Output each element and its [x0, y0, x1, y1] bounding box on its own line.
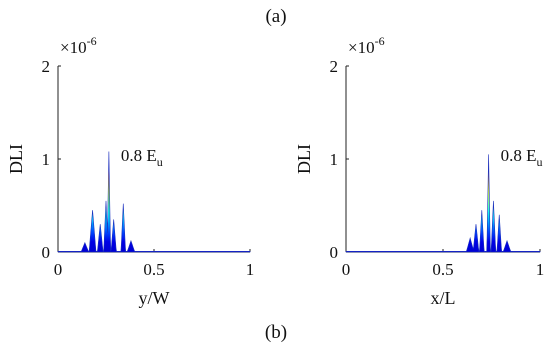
scale-exponent: -6: [375, 34, 385, 48]
x-tick-label: 0.5: [143, 260, 164, 279]
y-tick-label: 0: [330, 243, 339, 262]
peak-annotation: 0.8 Eu: [501, 146, 543, 169]
data-area: [57, 151, 251, 253]
peak-annotation-subscript: u: [536, 155, 542, 169]
y-tick-label: 0: [42, 243, 51, 262]
y-tick-label: 2: [42, 57, 51, 76]
x-tick-label: 1: [536, 260, 545, 279]
scale-exponent: -6: [87, 34, 97, 48]
x-tick-label: 0: [54, 260, 63, 279]
y-tick-label: 1: [42, 150, 51, 169]
x-axis-label: y/W: [139, 288, 170, 308]
peak-annotation-subscript: u: [157, 155, 163, 169]
y-tick-label: 2: [330, 57, 339, 76]
x-tick-label: 0.5: [432, 260, 453, 279]
x-tick-label: 0: [342, 260, 351, 279]
scale-multiplier: ×10-6: [348, 34, 385, 57]
chart-1: 0 1 2 0 0.5 1 ×10-6 DLI y/W 0.8 Eu: [6, 34, 254, 308]
y-tick-label: 1: [330, 150, 339, 169]
caption-a: (a): [265, 6, 287, 27]
caption-b: (b): [264, 322, 288, 343]
peak-annotation: 0.8 Eu: [121, 146, 163, 169]
x-axis-label: x/L: [431, 288, 456, 308]
y-axis-label: DLI: [6, 144, 26, 174]
y-axis-label: DLI: [294, 144, 314, 174]
data-area: [345, 154, 541, 253]
x-tick-label: 1: [246, 260, 255, 279]
scale-multiplier: ×10-6: [60, 34, 97, 57]
chart-2: 0 1 2 0 0.5 1 ×10-6 DLI x/L 0.8 Eu: [294, 34, 544, 308]
